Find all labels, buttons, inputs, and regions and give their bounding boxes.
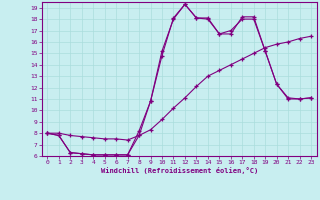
X-axis label: Windchill (Refroidissement éolien,°C): Windchill (Refroidissement éolien,°C) <box>100 167 258 174</box>
